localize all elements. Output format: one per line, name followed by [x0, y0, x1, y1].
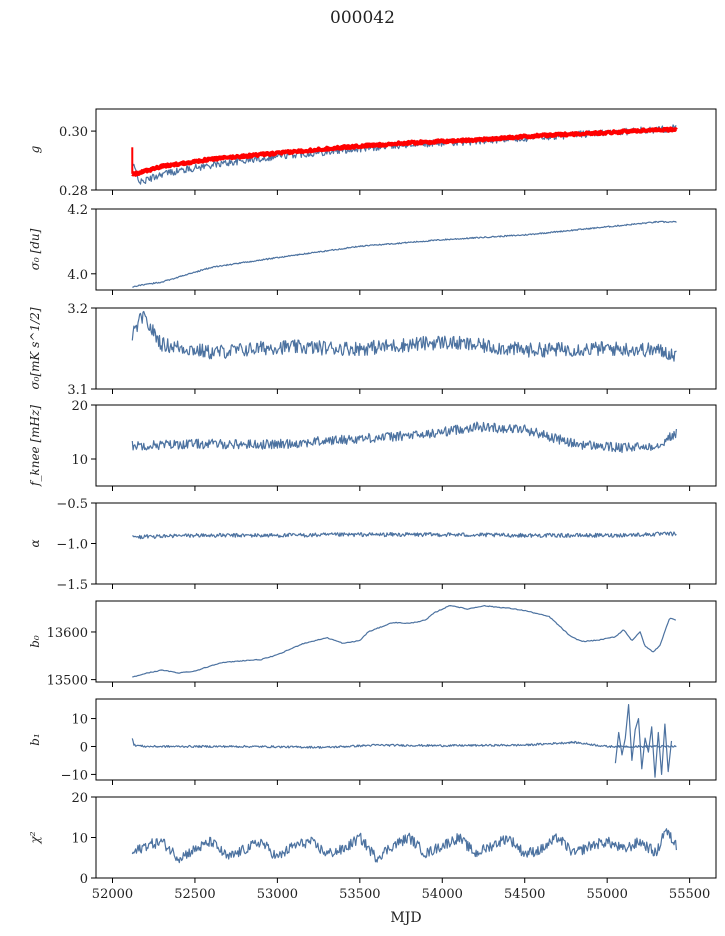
panel-frame: [95, 600, 717, 683]
y-tick-label: 0.30: [59, 125, 88, 140]
y-axis-label: b₀: [28, 635, 42, 648]
panel-3: 3.1 3.2 σ₀[mK s^1/2]: [28, 302, 717, 398]
y-tick-label: 20: [71, 399, 88, 414]
x-tick-label: 53500: [339, 887, 380, 902]
x-tick-label: 54500: [504, 887, 545, 902]
y-tick-label: 10: [71, 713, 88, 728]
series-line: [131, 421, 677, 454]
series-line: [132, 531, 677, 540]
panel-frame: [95, 502, 717, 585]
y-tick-label: 3.1: [67, 383, 88, 398]
panel-6: 13500 13600 b₀: [28, 600, 717, 689]
panel-frame: [95, 307, 717, 390]
y-tick-label: 4.2: [67, 203, 88, 218]
panel-4: 10 20 f_knee [mHz]: [28, 399, 717, 491]
fit-line: [131, 126, 678, 177]
x-tick-label: 52500: [174, 887, 215, 902]
series-line: [132, 220, 677, 288]
panel-8: 0 10 20 52000 52500 53000 53500 54000 54500 55000…: [28, 791, 717, 902]
y-tick-label: 0: [80, 872, 88, 887]
y-axis-label: b₁: [28, 733, 42, 746]
panel-5: −1.5 −1.0 −0.5 α: [28, 497, 717, 593]
panel-1: 0.28 0.30 g: [28, 108, 717, 199]
series-line: [131, 738, 677, 749]
x-tick-label: 53000: [257, 887, 298, 902]
y-tick-label: 4.0: [67, 268, 88, 283]
y-tick-label: −10: [61, 768, 88, 783]
y-tick-label: −1.5: [56, 578, 88, 593]
panel-2: 4.0 4.2 σ₀ [du]: [28, 203, 717, 295]
y-tick-label: 3.2: [67, 302, 88, 317]
series-line: [131, 828, 677, 864]
x-axis-label: MJD: [390, 910, 422, 926]
y-tick-label: 10: [71, 832, 88, 847]
panel-frame: [95, 698, 717, 781]
series-line: [614, 704, 673, 778]
y-tick-label: 20: [71, 791, 88, 806]
y-tick-label: 0.28: [59, 184, 88, 199]
panel-frame: [95, 108, 717, 191]
y-tick-label: 13500: [47, 674, 88, 689]
y-tick-label: 10: [71, 453, 88, 468]
y-axis-label: χ²: [28, 831, 42, 844]
y-tick-label: 0: [80, 740, 88, 755]
panel-frame: [95, 208, 717, 291]
figure-title: 000042: [330, 8, 395, 28]
y-axis-label: α: [28, 539, 42, 547]
series-line: [132, 605, 677, 678]
y-axis-label: σ₀ [du]: [28, 228, 42, 270]
y-axis-label: f_knee [mHz]: [28, 405, 42, 487]
y-axis-label: σ₀[mK s^1/2]: [28, 307, 42, 389]
y-tick-label: −1.0: [56, 538, 88, 553]
panel-frame: [95, 404, 717, 487]
x-tick-label: 52000: [92, 887, 133, 902]
x-tick-label: 54000: [422, 887, 463, 902]
y-tick-label: 13600: [47, 626, 88, 641]
x-tick-label: 55000: [586, 887, 627, 902]
panel-7: −10 0 10 b₁: [28, 698, 717, 785]
series-line: [131, 310, 677, 362]
y-tick-label: −0.5: [56, 497, 88, 512]
x-tick-label: 55500: [669, 887, 710, 902]
y-axis-label: g: [28, 145, 42, 153]
